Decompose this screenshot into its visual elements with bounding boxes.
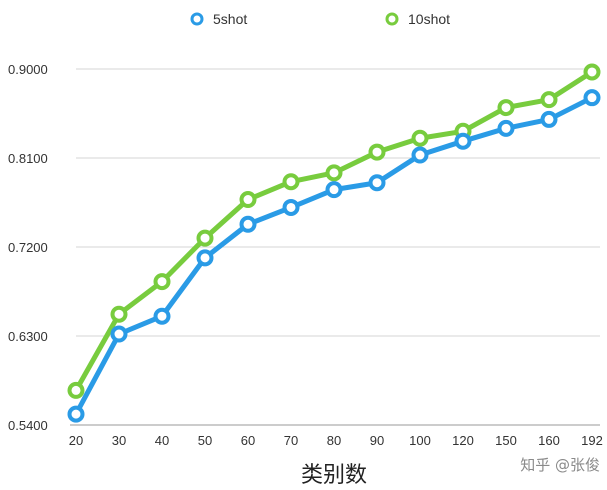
legend-marker	[385, 12, 399, 26]
data-point-10shot	[368, 143, 386, 161]
x-tick-label: 150	[495, 433, 517, 448]
legend-item-5shot: 5shot	[190, 11, 247, 27]
data-point-5shot	[325, 181, 343, 199]
x-tick-label: 80	[327, 433, 341, 448]
series-5shot	[67, 89, 601, 423]
series-line-10shot	[73, 69, 595, 393]
x-tick-label: 120	[452, 433, 474, 448]
data-point-10shot	[110, 305, 128, 323]
data-point-5shot	[67, 405, 85, 423]
grid-lines	[76, 68, 600, 337]
data-point-10shot	[411, 129, 429, 147]
data-point-10shot	[540, 91, 558, 109]
data-point-5shot	[540, 110, 558, 128]
data-point-10shot	[196, 229, 214, 247]
data-point-10shot	[497, 99, 515, 117]
watermark-text: 知乎 @张俊	[520, 456, 600, 474]
legend-label: 5shot	[213, 11, 247, 27]
data-point-5shot	[497, 119, 515, 137]
x-tick-label: 192	[581, 433, 603, 448]
data-point-5shot	[583, 89, 601, 107]
y-tick-label: 0.8100	[8, 151, 48, 166]
series-10shot	[67, 63, 601, 399]
y-axis-ticks: 0.5400 0.6300 0.7200 0.8100 0.9000	[8, 62, 48, 433]
y-tick-label: 0.6300	[8, 329, 48, 344]
x-tick-label: 30	[112, 433, 126, 448]
x-tick-label: 100	[409, 433, 431, 448]
data-point-5shot	[454, 132, 472, 150]
data-point-10shot	[153, 273, 171, 291]
legend-marker	[190, 12, 204, 26]
data-point-10shot	[239, 191, 257, 209]
x-tick-label: 160	[538, 433, 560, 448]
data-point-5shot	[282, 198, 300, 216]
x-axis-ticks: 20 30 40 50 60 70 80 90 100 120 150 160 192	[69, 433, 603, 448]
data-point-5shot	[239, 215, 257, 233]
series-layer	[67, 63, 601, 423]
legend: 5shot 10shot	[190, 11, 450, 27]
y-tick-label: 0.5400	[8, 418, 48, 433]
y-tick-label: 0.7200	[8, 240, 48, 255]
legend-label: 10shot	[408, 11, 450, 27]
data-point-5shot	[411, 146, 429, 164]
data-point-5shot	[110, 325, 128, 343]
data-point-10shot	[282, 173, 300, 191]
data-point-10shot	[583, 63, 601, 81]
x-tick-label: 50	[198, 433, 212, 448]
x-axis-label: 类别数	[301, 463, 367, 488]
data-point-10shot	[67, 381, 85, 399]
data-point-5shot	[368, 174, 386, 192]
x-tick-label: 20	[69, 433, 83, 448]
x-tick-label: 90	[370, 433, 384, 448]
data-point-5shot	[196, 249, 214, 267]
x-tick-label: 60	[241, 433, 255, 448]
x-tick-label: 70	[284, 433, 298, 448]
series-line-5shot	[73, 95, 595, 417]
data-point-5shot	[153, 307, 171, 325]
y-tick-label: 0.9000	[8, 62, 48, 77]
data-point-10shot	[325, 164, 343, 182]
legend-item-10shot: 10shot	[385, 11, 450, 27]
x-tick-label: 40	[155, 433, 169, 448]
